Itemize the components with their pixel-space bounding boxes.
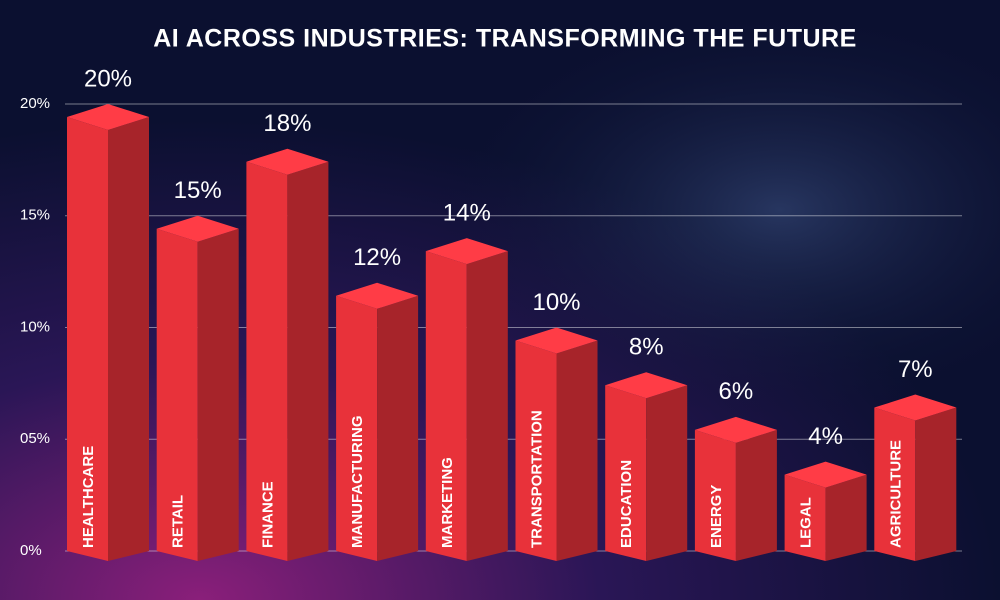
bar-top <box>515 327 598 354</box>
bar-group <box>605 372 688 561</box>
y-tick-label: 15% <box>20 207 50 224</box>
bar-side <box>377 295 419 561</box>
bar-group <box>67 104 149 561</box>
bar-front <box>156 228 198 561</box>
category-label: MANUFACTURING <box>349 416 366 549</box>
bar-group <box>156 215 239 561</box>
bar-group <box>694 416 777 561</box>
y-tick-label: 20% <box>20 95 50 112</box>
bar-group <box>246 148 329 561</box>
bar-top <box>605 372 688 399</box>
value-label: 12% <box>353 244 401 271</box>
bar-front <box>515 340 557 561</box>
bar-front <box>874 407 916 561</box>
bar-top <box>425 238 508 265</box>
value-label: 14% <box>443 199 491 226</box>
bar-top <box>156 215 239 242</box>
bar-side <box>735 429 777 561</box>
bar-front <box>67 117 108 561</box>
bar-side <box>646 385 688 561</box>
bar-side <box>915 407 957 561</box>
value-label: 10% <box>532 289 580 316</box>
bar-side <box>825 474 867 561</box>
category-label: ENERGY <box>708 485 725 548</box>
category-label: TRANSPORTATION <box>528 410 545 548</box>
bar-group <box>425 238 508 561</box>
bar-side <box>466 251 508 561</box>
bar-group <box>336 282 419 561</box>
bar-group <box>784 461 867 561</box>
bar-side <box>556 340 598 561</box>
y-tick-label: 10% <box>20 318 50 335</box>
bar-front <box>784 474 826 561</box>
value-label: 20% <box>84 65 132 92</box>
category-label: FINANCE <box>259 481 276 548</box>
bar-side <box>197 228 239 561</box>
bar-top <box>694 416 777 443</box>
bar-side <box>287 161 329 561</box>
bar-top <box>67 104 149 130</box>
bar-top <box>336 282 419 309</box>
bar-top <box>784 461 867 488</box>
bar-front <box>694 429 736 561</box>
value-label: 4% <box>808 423 843 450</box>
bar-top <box>246 148 329 175</box>
chart-title: AI ACROSS INDUSTRIES: TRANSFORMING THE F… <box>153 25 857 53</box>
category-label: LEGAL <box>798 497 815 548</box>
bar-front <box>336 295 378 561</box>
category-label: RETAIL <box>170 495 187 548</box>
bar-group <box>515 327 598 561</box>
y-tick-label: 05% <box>20 430 50 447</box>
category-label: EDUCATION <box>618 460 635 548</box>
value-label: 8% <box>629 334 664 361</box>
bar-front <box>425 251 467 561</box>
category-label: AGRICULTURE <box>887 440 904 548</box>
bar-front <box>605 385 647 561</box>
y-tick-label: 0% <box>20 542 42 559</box>
bar-group <box>874 394 957 561</box>
bar-front <box>246 161 288 561</box>
category-label: HEALTHCARE <box>80 446 97 548</box>
value-label: 6% <box>719 378 754 405</box>
bar-top <box>874 394 957 421</box>
value-label: 7% <box>898 356 933 383</box>
category-label: MARKETING <box>439 457 456 548</box>
value-label: 18% <box>263 110 311 137</box>
value-label: 15% <box>174 177 222 204</box>
bar-side <box>108 117 149 561</box>
